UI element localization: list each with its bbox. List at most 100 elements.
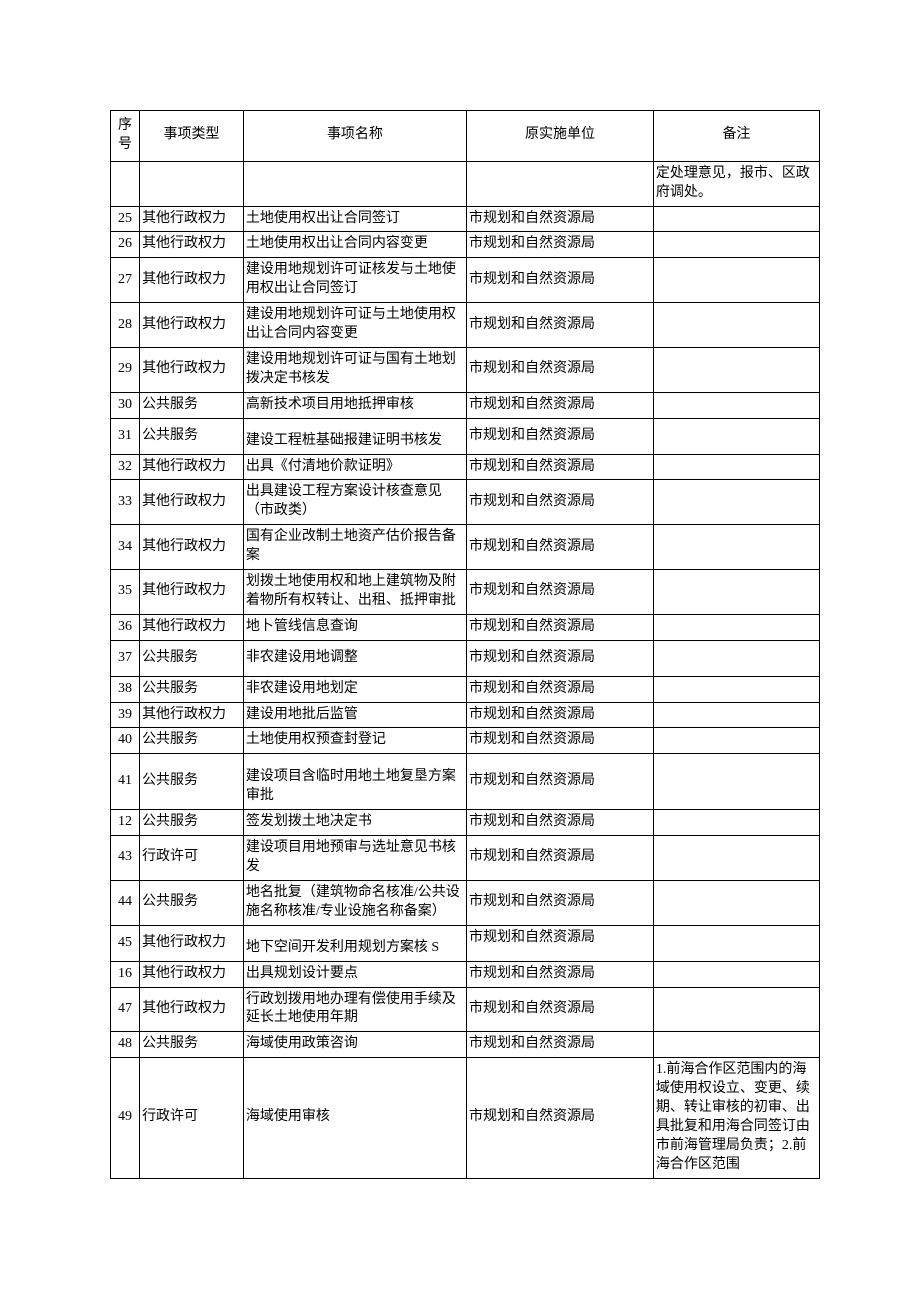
cell-type: 公共服务 (140, 1032, 244, 1058)
cell-type: 公共服务 (140, 754, 244, 810)
table-row: 38公共服务非农建设用地划定市规划和自然资源局 (111, 676, 820, 702)
cell-note (653, 232, 819, 258)
cell-name: 建设用地规划许可证与国有土地划拨决定书核发 (243, 347, 466, 392)
cell-note (653, 702, 819, 728)
table-row: 36其他行政权力地卜管线信息查询市规划和自然资源局 (111, 614, 820, 640)
cell-name: 高新技术项目用地抵押审核 (243, 392, 466, 418)
cell-type: 行政许可 (140, 836, 244, 881)
cell-name: 海域使用政策咨询 (243, 1032, 466, 1058)
cell-note (653, 525, 819, 570)
cell-unit: 市规划和自然资源局 (467, 880, 654, 925)
cell-type: 其他行政权力 (140, 614, 244, 640)
table-row: 29其他行政权力建设用地规划许可证与国有土地划拨决定书核发市规划和自然资源局 (111, 347, 820, 392)
carryover-type (140, 161, 244, 206)
cell-name: 国有企业改制土地资产估价报告备案 (243, 525, 466, 570)
cell-note (653, 925, 819, 961)
header-type: 事项类型 (140, 111, 244, 162)
cell-unit: 市规划和自然资源局 (467, 480, 654, 525)
carryover-seq (111, 161, 140, 206)
cell-seq: 27 (111, 258, 140, 303)
cell-type: 其他行政权力 (140, 347, 244, 392)
carryover-unit (467, 161, 654, 206)
cell-unit: 市规划和自然资源局 (467, 347, 654, 392)
cell-seq: 28 (111, 303, 140, 348)
cell-seq: 35 (111, 570, 140, 615)
cell-unit: 市规划和自然资源局 (467, 640, 654, 676)
cell-note (653, 347, 819, 392)
cell-seq: 47 (111, 987, 140, 1032)
cell-note (653, 570, 819, 615)
cell-note (653, 754, 819, 810)
cell-type: 其他行政权力 (140, 570, 244, 615)
table-row: 25其他行政权力土地使用权出让合同签订市规划和自然资源局 (111, 206, 820, 232)
cell-name: 土地使用权预查封登记 (243, 728, 466, 754)
cell-unit: 市规划和自然资源局 (467, 961, 654, 987)
cell-seq: 34 (111, 525, 140, 570)
table-row: 34其他行政权力国有企业改制土地资产估价报告备案市规划和自然资源局 (111, 525, 820, 570)
cell-unit: 市规划和自然资源局 (467, 570, 654, 615)
cell-unit: 市规划和自然资源局 (467, 925, 654, 961)
cell-seq: 43 (111, 836, 140, 881)
cell-unit: 市规划和自然资源局 (467, 728, 654, 754)
cell-name: 非农建设用地调整 (243, 640, 466, 676)
cell-seq: 41 (111, 754, 140, 810)
cell-name: 建设项目含临时用地土地复垦方案审批 (243, 754, 466, 810)
header-unit: 原实施单位 (467, 111, 654, 162)
cell-note (653, 961, 819, 987)
cell-type: 其他行政权力 (140, 258, 244, 303)
cell-name: 建设用地规划许可证核发与土地使用权出让合同签订 (243, 258, 466, 303)
cell-type: 公共服务 (140, 676, 244, 702)
cell-type: 公共服务 (140, 728, 244, 754)
cell-note (653, 303, 819, 348)
table-row: 16其他行政权力出具规划设计要点市规划和自然资源局 (111, 961, 820, 987)
cell-unit: 市规划和自然资源局 (467, 810, 654, 836)
cell-name: 划拨土地使用权和地上建筑物及附着物所有权转让、出租、抵押审批 (243, 570, 466, 615)
cell-seq: 45 (111, 925, 140, 961)
cell-type: 公共服务 (140, 810, 244, 836)
cell-type: 其他行政权力 (140, 702, 244, 728)
cell-name: 地名批复（建筑物命名核准/公共设施名称核准/专业设施名称备案） (243, 880, 466, 925)
cell-note (653, 810, 819, 836)
carryover-name (243, 161, 466, 206)
cell-note (653, 258, 819, 303)
cell-type: 其他行政权力 (140, 925, 244, 961)
cell-seq: 29 (111, 347, 140, 392)
cell-note (653, 614, 819, 640)
cell-seq: 49 (111, 1058, 140, 1178)
cell-unit: 市规划和自然资源局 (467, 987, 654, 1032)
cell-type: 其他行政权力 (140, 987, 244, 1032)
cell-note (653, 418, 819, 454)
cell-unit: 市规划和自然资源局 (467, 614, 654, 640)
cell-type: 其他行政权力 (140, 303, 244, 348)
cell-unit: 市规划和自然资源局 (467, 525, 654, 570)
header-note: 备注 (653, 111, 819, 162)
cell-note (653, 1032, 819, 1058)
carryover-row: 定处理意见，报市、区政府调处。 (111, 161, 820, 206)
cell-seq: 40 (111, 728, 140, 754)
cell-seq: 25 (111, 206, 140, 232)
cell-note (653, 676, 819, 702)
table-row: 49行政许可海域使用审核市规划和自然资源局1.前海合作区范围内的海域使用权设立、… (111, 1058, 820, 1178)
table-row: 30公共服务高新技术项目用地抵押审核市规划和自然资源局 (111, 392, 820, 418)
cell-seq: 48 (111, 1032, 140, 1058)
cell-unit: 市规划和自然资源局 (467, 258, 654, 303)
table-row: 37公共服务非农建设用地调整市规划和自然资源局 (111, 640, 820, 676)
cell-type: 公共服务 (140, 640, 244, 676)
table-row: 12公共服务签发划拨土地决定书市规划和自然资源局 (111, 810, 820, 836)
cell-type: 其他行政权力 (140, 525, 244, 570)
page-container: 序号事项类型事项名称原实施单位备注定处理意见，报市、区政府调处。25其他行政权力… (0, 0, 920, 1239)
cell-note (653, 454, 819, 480)
cell-type: 其他行政权力 (140, 961, 244, 987)
cell-seq: 30 (111, 392, 140, 418)
cell-unit: 市规划和自然资源局 (467, 754, 654, 810)
header-name: 事项名称 (243, 111, 466, 162)
cell-name: 地卜管线信息查询 (243, 614, 466, 640)
cell-type: 行政许可 (140, 1058, 244, 1178)
cell-seq: 39 (111, 702, 140, 728)
cell-unit: 市规划和自然资源局 (467, 702, 654, 728)
table-row: 26其他行政权力土地使用权出让合同内容变更市规划和自然资源局 (111, 232, 820, 258)
cell-unit: 市规划和自然资源局 (467, 392, 654, 418)
cell-unit: 市规划和自然资源局 (467, 303, 654, 348)
cell-note (653, 392, 819, 418)
table-row: 45其他行政权力地下空间开发利用规划方案核 S市规划和自然资源局 (111, 925, 820, 961)
